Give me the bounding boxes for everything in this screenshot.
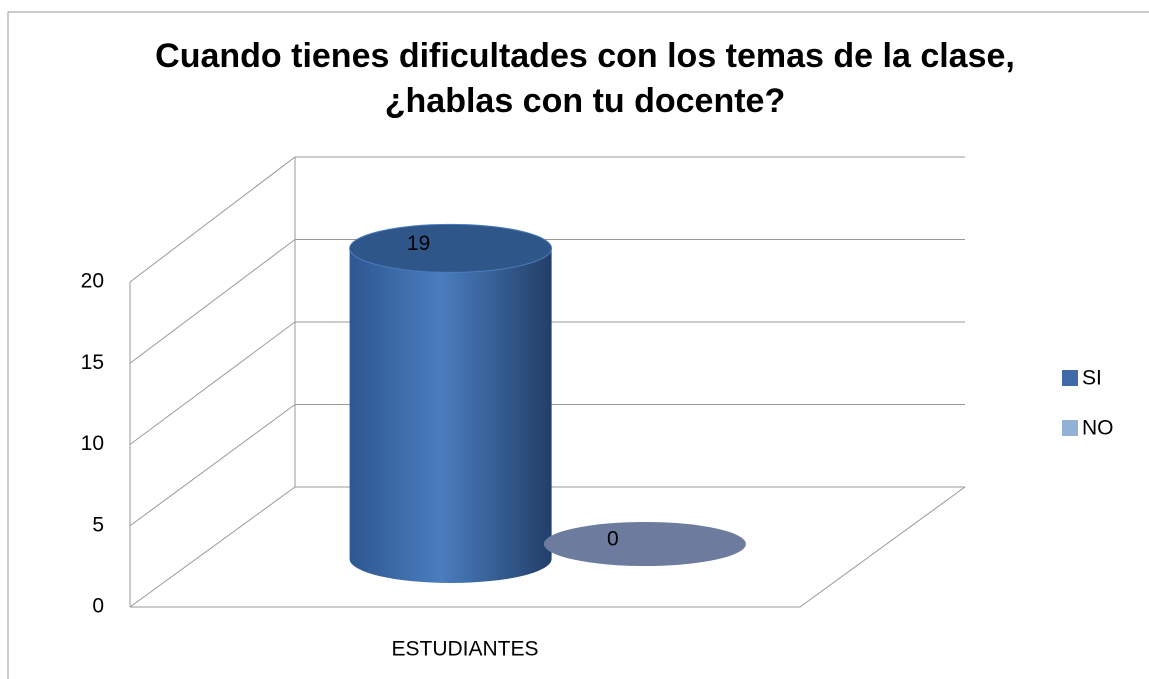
legend-swatch	[1062, 420, 1078, 436]
floor	[130, 486, 966, 608]
y-tick-label: 20	[81, 270, 104, 293]
legend-label: SI	[1082, 367, 1102, 390]
y-tick-label: 5	[92, 513, 104, 536]
x-tick-label: ESTUDIANTES	[391, 638, 538, 661]
y-tick-label: 10	[81, 432, 104, 455]
data-label: 19	[407, 232, 430, 255]
grid-line	[129, 486, 296, 608]
y-tick-label: 15	[81, 351, 104, 374]
chart-border	[7, 11, 1149, 679]
y-tick-label: 0	[92, 595, 104, 618]
grid-line	[129, 239, 296, 364]
legend-swatch	[1062, 370, 1078, 386]
grid-line	[129, 321, 296, 445]
grid-line	[129, 404, 296, 527]
legend-label: NO	[1082, 417, 1114, 440]
bar	[543, 522, 746, 566]
grid-line	[129, 156, 296, 283]
data-label: 0	[607, 528, 619, 551]
bar	[349, 223, 553, 583]
chart-title: Cuando tienes dificultades con los temas…	[155, 37, 1015, 120]
